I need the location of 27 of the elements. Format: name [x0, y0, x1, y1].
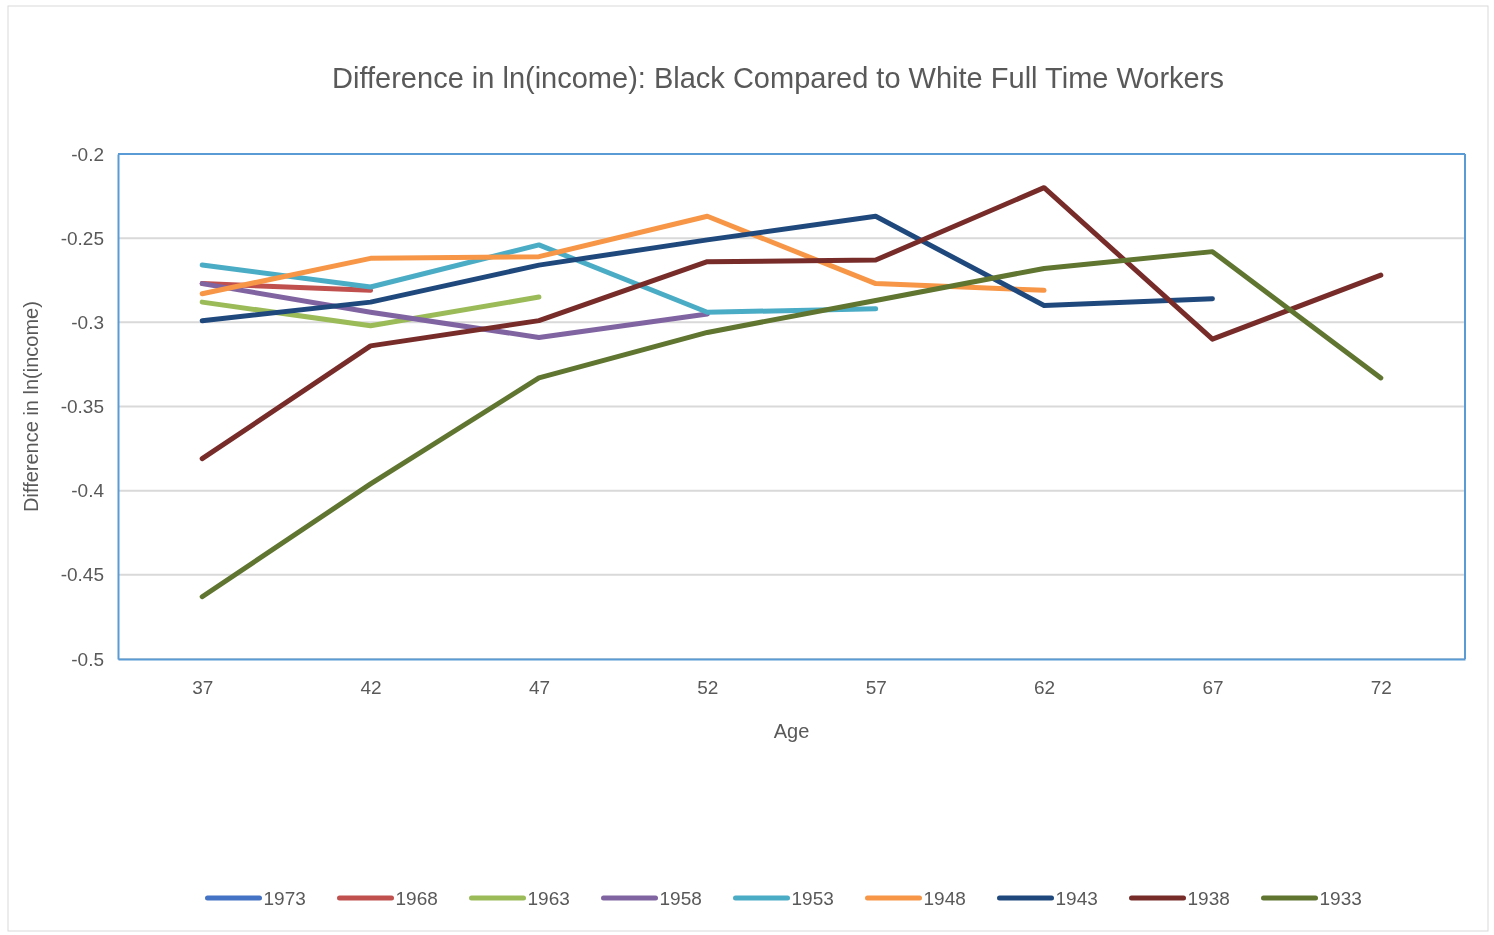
legend-label: 1958 — [659, 888, 702, 909]
chart-title: Difference in ln(income): Black Compared to White Full Time Workers — [332, 62, 1224, 94]
x-tick-label: 37 — [192, 677, 214, 699]
legend-label: 1933 — [1319, 888, 1362, 909]
x-tick-label: 67 — [1202, 677, 1224, 699]
x-tick-label: 42 — [360, 677, 382, 699]
legend-label: 1973 — [263, 888, 306, 909]
y-axis-title: Difference in ln(income) — [20, 301, 42, 512]
x-tick-label: 62 — [1033, 677, 1056, 699]
x-tick-label: 47 — [528, 677, 551, 699]
legend-label: 1938 — [1187, 888, 1230, 909]
x-tick-label: 72 — [1370, 677, 1392, 699]
legend-label: 1948 — [923, 888, 966, 909]
legend-label: 1968 — [395, 888, 438, 909]
x-tick-label: 52 — [697, 677, 719, 699]
legend-label: 1943 — [1055, 888, 1098, 909]
legend-label: 1953 — [791, 888, 834, 909]
x-axis-title: Age — [773, 720, 810, 742]
x-tick-label: 57 — [865, 677, 887, 699]
y-tick-label: -0.3 — [71, 311, 104, 333]
y-tick-label: -0.35 — [60, 396, 104, 418]
legend-label: 1963 — [527, 888, 570, 909]
y-tick-label: -0.2 — [71, 143, 104, 165]
y-tick-label: -0.5 — [71, 648, 104, 670]
y-tick-label: -0.25 — [60, 227, 104, 249]
y-tick-label: -0.4 — [71, 480, 105, 502]
y-tick-label: -0.45 — [60, 564, 104, 586]
